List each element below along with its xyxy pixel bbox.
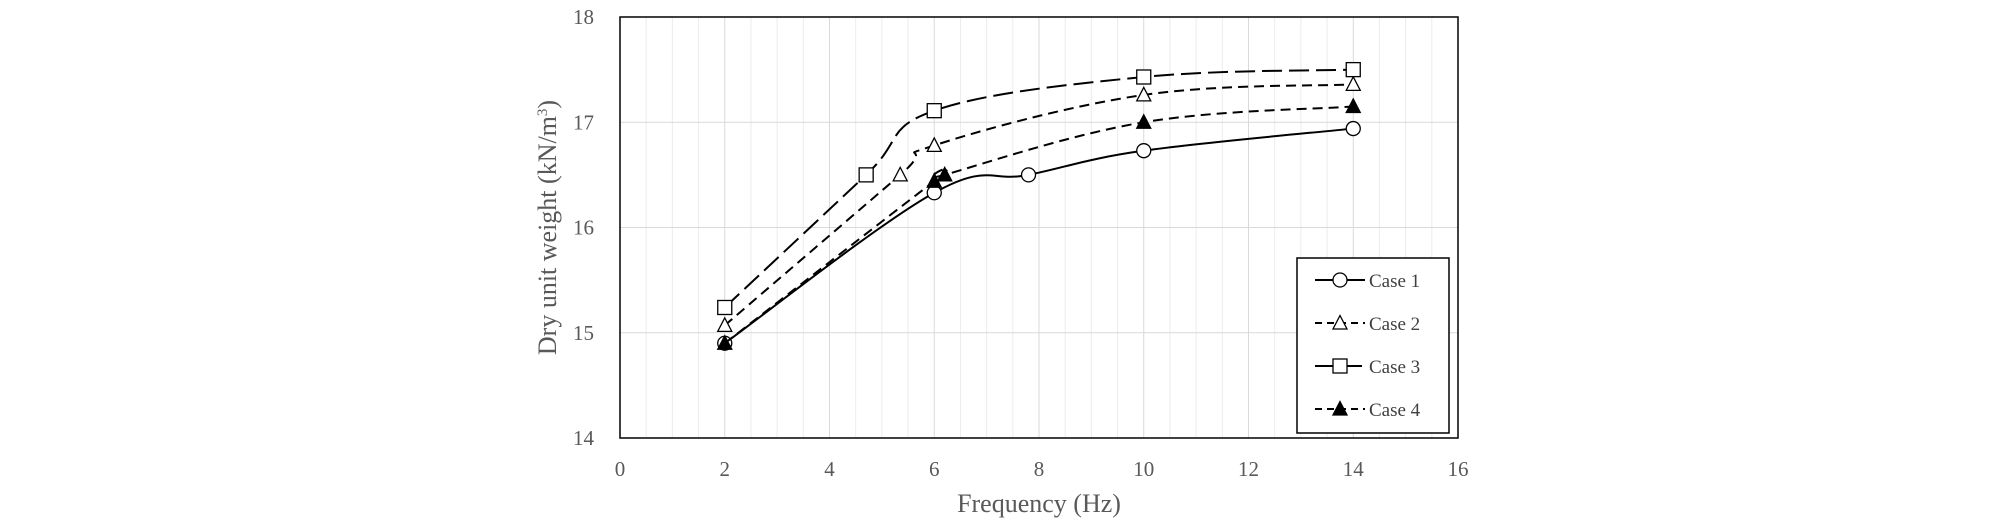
y-tick-label: 18: [573, 5, 594, 29]
data-point-1: [1136, 143, 1152, 159]
legend-marker-2: [1331, 314, 1349, 330]
tick-labels: 0 2 4 6 8 10 12 14 16 14 15 16 17 18: [573, 5, 1469, 481]
series-line-3: [724, 68, 1354, 309]
legend-label-3: Case 3: [1369, 357, 1420, 378]
y-axis-title-main: Dry unit weight (kN/m: [533, 116, 562, 355]
data-point-1: [926, 185, 942, 201]
series-3: [717, 61, 1361, 316]
data-point-2: [716, 316, 733, 333]
data-point-2: [1345, 75, 1362, 92]
legend-item-3: Case 3: [1315, 357, 1420, 378]
legend-label-1: Case 1: [1369, 271, 1420, 292]
x-tick-label: 8: [1034, 457, 1045, 481]
data-point-4: [1345, 97, 1362, 114]
x-tick-label: 16: [1448, 457, 1469, 481]
data-point-4: [936, 165, 953, 182]
data-point-3: [1345, 61, 1361, 78]
data-point-1: [1345, 120, 1361, 137]
series-4: [716, 97, 1362, 350]
legend-item-4: Case 4: [1315, 400, 1421, 421]
x-tick-label: 12: [1238, 457, 1259, 481]
y-tick-label: 14: [573, 426, 595, 450]
y-tick-label: 17: [573, 110, 594, 134]
data-point-3: [858, 167, 874, 183]
y-tick-label: 16: [573, 216, 594, 240]
series-1: [717, 120, 1361, 351]
legend-box: [1296, 257, 1450, 434]
legend: Case 1 Case 2 Case 3 Case 4: [1296, 257, 1450, 434]
x-tick-label: 6: [929, 457, 940, 481]
x-tick-label: 14: [1343, 457, 1365, 481]
legend-item-2: Case 2: [1315, 314, 1420, 335]
data-point-4: [716, 334, 733, 350]
legend-label-4: Case 4: [1369, 400, 1421, 421]
series-2: [716, 75, 1362, 333]
data-point-1: [1020, 167, 1037, 183]
y-axis-title: Dry unit weight (kN/m3): [533, 100, 562, 355]
data-point-2: [892, 165, 909, 182]
data-point-2: [926, 136, 943, 153]
data-point-3: [717, 299, 733, 316]
x-axis-title: Frequency (Hz): [957, 489, 1121, 518]
y-axis-title-close: ): [533, 100, 562, 109]
plot-area-frame: [619, 16, 1459, 439]
series-layer: [716, 61, 1362, 351]
legend-label-2: Case 2: [1369, 314, 1420, 335]
y-axis-title-superscript: 3: [535, 109, 551, 117]
x-tick-label: 2: [720, 457, 731, 481]
data-point-3: [1136, 69, 1152, 85]
data-point-3: [926, 103, 942, 119]
data-point-2: [1135, 85, 1152, 102]
legend-item-1: Case 1: [1315, 271, 1420, 292]
legend-marker-1: [1332, 272, 1348, 288]
legend-marker-4: [1331, 400, 1349, 416]
data-point-4: [1135, 113, 1152, 129]
x-tick-label: 4: [824, 457, 835, 481]
y-tick-label: 15: [573, 321, 594, 345]
x-tick-label: 0: [615, 457, 626, 481]
x-tick-label: 10: [1133, 457, 1154, 481]
legend-marker-3: [1332, 358, 1348, 374]
